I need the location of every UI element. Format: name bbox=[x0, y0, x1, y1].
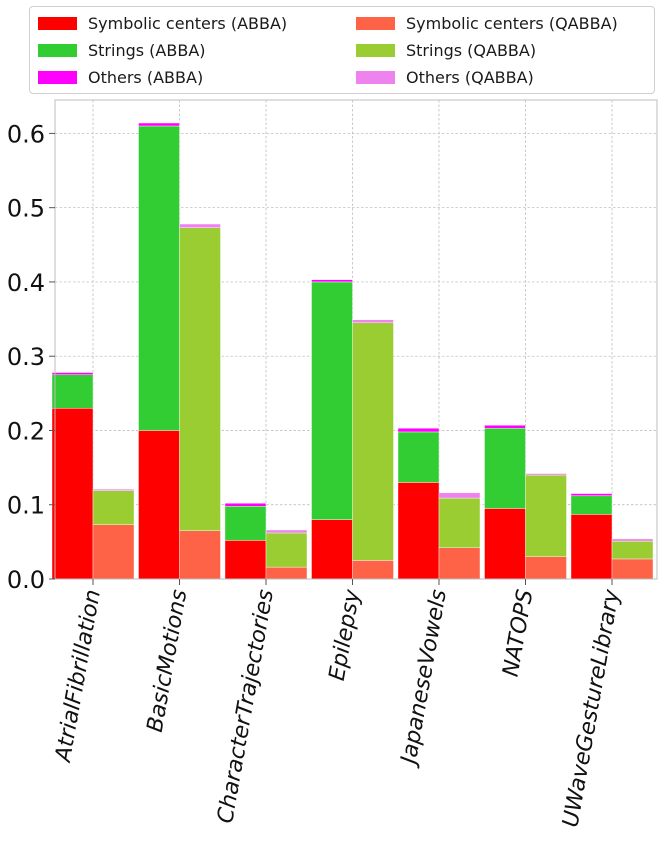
bar-symbolic-centers-qabba-basicmotions bbox=[179, 530, 221, 580]
x-tick-label-charactertrajectories: CharacterTrajectories bbox=[213, 588, 279, 826]
y-tick-label: 0.2 bbox=[7, 417, 45, 445]
legend-swatch-symbolic-centers-abba bbox=[38, 16, 77, 30]
legend-label-others-qabba: Others (QABBA) bbox=[406, 67, 534, 87]
legend-swatch-others-abba bbox=[38, 70, 77, 84]
bar-symbolic-centers-abba-basicmotions bbox=[138, 430, 180, 580]
bar-others-abba-basicmotions bbox=[138, 122, 180, 127]
bar-symbolic-centers-abba-atrialfibrillation bbox=[51, 407, 94, 580]
legend-item-strings-abba: Strings (ABBA) bbox=[38, 39, 206, 61]
bar-others-qabba-uwavegesturelibrary bbox=[611, 538, 654, 542]
bar-strings-abba-atrialfibrillation bbox=[51, 374, 94, 409]
bar-strings-abba-japanesevowels bbox=[397, 431, 440, 483]
bar-others-qabba-japanesevowels bbox=[438, 492, 481, 499]
bar-symbolic-centers-qabba-atrialfibrillation bbox=[92, 524, 135, 580]
legend-swatch-others-qabba bbox=[356, 70, 395, 84]
x-tick-label-basicmotions: BasicMotions bbox=[143, 588, 193, 734]
bar-symbolic-centers-qabba-charactertrajectories bbox=[265, 566, 308, 580]
bar-symbolic-centers-abba-charactertrajectories bbox=[224, 540, 267, 580]
bar-strings-qabba-atrialfibrillation bbox=[92, 490, 135, 525]
bars bbox=[51, 122, 654, 580]
y-tick-label: 0.4 bbox=[7, 269, 45, 297]
x-tick-label-japanesevowels: JapaneseVowels bbox=[396, 588, 452, 770]
bar-others-abba-epilepsy bbox=[311, 279, 353, 283]
bar-strings-qabba-uwavegesturelibrary bbox=[611, 540, 654, 560]
legend-item-symbolic-centers-abba: Symbolic centers (ABBA) bbox=[38, 12, 287, 34]
bar-others-abba-japanesevowels bbox=[397, 428, 440, 433]
bar-others-abba-natops bbox=[484, 425, 526, 429]
legend: Symbolic centers (ABBA) Symbolic centers… bbox=[29, 6, 655, 94]
plot-frame bbox=[54, 99, 658, 580]
bar-symbolic-centers-qabba-uwavegesturelibrary bbox=[611, 558, 654, 580]
legend-label-symbolic-centers-abba: Symbolic centers (ABBA) bbox=[88, 13, 288, 33]
legend-item-strings-qabba: Strings (QABBA) bbox=[356, 39, 536, 61]
legend-item-others-qabba: Others (QABBA) bbox=[356, 66, 534, 88]
x-tick-label-epilepsy: Epilepsy bbox=[325, 587, 366, 683]
legend-label-others-abba: Others (ABBA) bbox=[88, 67, 204, 87]
legend-label-symbolic-centers-qabba: Symbolic centers (QABBA) bbox=[406, 13, 618, 33]
y-tick-label: 0.1 bbox=[7, 492, 45, 520]
bar-others-abba-atrialfibrillation bbox=[51, 372, 94, 375]
legend-swatch-strings-abba bbox=[38, 43, 77, 57]
y-tick-label: 0.0 bbox=[7, 566, 45, 594]
bar-others-abba-uwavegesturelibrary bbox=[570, 493, 613, 497]
bar-others-qabba-natops bbox=[525, 473, 567, 476]
legend-swatch-symbolic-centers-qabba bbox=[356, 16, 395, 30]
x-axis: AtrialFibrillation BasicMotions CharacterT… bbox=[51, 579, 625, 829]
y-tick-label: 0.5 bbox=[7, 195, 45, 223]
y-axis: 0.0 0.1 0.2 0.3 0.4 0.5 0.6 bbox=[7, 120, 55, 594]
bar-symbolic-centers-qabba-japanesevowels bbox=[438, 547, 481, 580]
bar-others-qabba-basicmotions bbox=[179, 223, 221, 228]
bar-strings-qabba-charactertrajectories bbox=[265, 532, 308, 568]
bar-strings-qabba-epilepsy bbox=[352, 322, 394, 561]
x-tick-label-natops: NATOPS bbox=[499, 588, 539, 679]
bar-symbolic-centers-abba-japanesevowels bbox=[397, 482, 440, 580]
bar-strings-qabba-basicmotions bbox=[179, 227, 221, 531]
bar-strings-qabba-japanesevowels bbox=[438, 497, 481, 549]
bar-strings-qabba-natops bbox=[525, 474, 567, 557]
legend-item-symbolic-centers-qabba: Symbolic centers (QABBA) bbox=[356, 12, 618, 34]
bar-strings-abba-epilepsy bbox=[311, 281, 353, 520]
legend-label-strings-qabba: Strings (QABBA) bbox=[406, 40, 537, 60]
bar-symbolic-centers-abba-natops bbox=[484, 508, 526, 580]
bar-symbolic-centers-abba-uwavegesturelibrary bbox=[570, 514, 613, 580]
y-tick-label: 0.6 bbox=[7, 120, 45, 148]
legend-swatch-strings-qabba bbox=[356, 43, 395, 57]
bar-strings-abba-basicmotions bbox=[138, 125, 180, 431]
bar-strings-abba-uwavegesturelibrary bbox=[570, 495, 613, 515]
bar-others-qabba-charactertrajectories bbox=[265, 529, 308, 534]
bar-symbolic-centers-qabba-natops bbox=[525, 556, 567, 580]
bar-others-abba-charactertrajectories bbox=[224, 503, 267, 507]
x-tick-label-uwavegesturelibrary: UWaveGestureLibrary bbox=[558, 587, 625, 829]
legend-item-others-abba: Others (ABBA) bbox=[38, 66, 203, 88]
bar-symbolic-centers-abba-epilepsy bbox=[311, 519, 353, 580]
bar-symbolic-centers-qabba-epilepsy bbox=[352, 560, 394, 580]
y-tick-label: 0.3 bbox=[7, 343, 45, 371]
bar-others-qabba-atrialfibrillation bbox=[92, 488, 135, 491]
bar-others-qabba-epilepsy bbox=[352, 319, 394, 323]
legend-label-strings-abba: Strings (ABBA) bbox=[88, 40, 206, 60]
x-tick-label-atrialfibrillation: AtrialFibrillation bbox=[51, 588, 106, 766]
bar-strings-abba-charactertrajectories bbox=[224, 506, 267, 541]
bar-strings-abba-natops bbox=[484, 428, 526, 509]
